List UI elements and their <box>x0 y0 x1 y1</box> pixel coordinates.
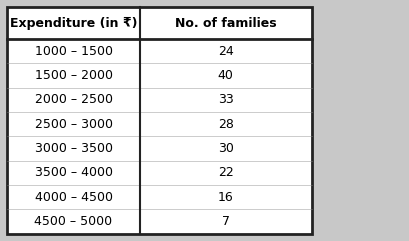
Text: Expenditure (in ₹): Expenditure (in ₹) <box>10 17 137 30</box>
Bar <box>7 7 311 234</box>
Text: 40: 40 <box>217 69 233 82</box>
Text: 7: 7 <box>221 215 229 228</box>
Text: 1500 – 2000: 1500 – 2000 <box>34 69 112 82</box>
Text: 4000 – 4500: 4000 – 4500 <box>34 191 112 204</box>
Text: 3000 – 3500: 3000 – 3500 <box>34 142 112 155</box>
Text: 33: 33 <box>217 93 233 106</box>
Text: 2000 – 2500: 2000 – 2500 <box>34 93 112 106</box>
Text: 4500 – 5000: 4500 – 5000 <box>34 215 112 228</box>
Text: No. of families: No. of families <box>174 17 276 30</box>
Text: 2500 – 3000: 2500 – 3000 <box>34 118 112 131</box>
Text: 30: 30 <box>217 142 233 155</box>
Text: 24: 24 <box>217 45 233 58</box>
Text: 22: 22 <box>217 166 233 179</box>
Text: 1000 – 1500: 1000 – 1500 <box>34 45 112 58</box>
Text: 28: 28 <box>217 118 233 131</box>
Text: 3500 – 4000: 3500 – 4000 <box>34 166 112 179</box>
Text: 16: 16 <box>217 191 233 204</box>
